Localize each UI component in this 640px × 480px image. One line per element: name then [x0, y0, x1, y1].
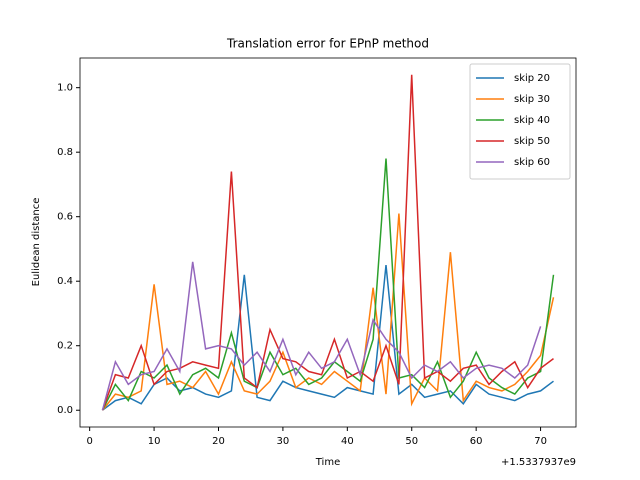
legend-label: skip 30: [514, 94, 550, 105]
y-tick-label: 0.8: [57, 147, 73, 158]
chart-title: Translation error for EPnP method: [226, 37, 429, 51]
y-axis-label: Eulidean distance: [31, 198, 42, 287]
y-tick-label: 0.4: [57, 276, 73, 287]
x-tick-label: 30: [277, 436, 290, 447]
x-offset-label: +1.5337937e9: [501, 457, 576, 468]
x-tick-label: 10: [148, 436, 161, 447]
series-line: [101, 261, 542, 411]
legend-label: skip 60: [514, 157, 550, 168]
x-tick-label: 70: [534, 436, 547, 447]
x-tick-label: 0: [86, 436, 92, 447]
legend-label: skip 20: [514, 73, 550, 84]
legend-label: skip 40: [514, 115, 550, 126]
x-tick-label: 20: [212, 436, 225, 447]
x-tick-label: 40: [341, 436, 354, 447]
x-tick-label: 50: [405, 436, 418, 447]
plot-frame: [79, 57, 577, 428]
legend-label: skip 50: [514, 136, 550, 147]
y-tick-label: 0.0: [57, 405, 73, 416]
series-line: [101, 158, 555, 411]
y-tick-label: 0.2: [57, 341, 73, 352]
x-tick-label: 60: [470, 436, 483, 447]
y-tick-label: 0.6: [57, 212, 73, 223]
legend-box: [469, 63, 571, 180]
x-axis-label: Time: [315, 457, 340, 468]
y-tick-label: 1.0: [57, 83, 73, 94]
series-line: [101, 213, 555, 411]
